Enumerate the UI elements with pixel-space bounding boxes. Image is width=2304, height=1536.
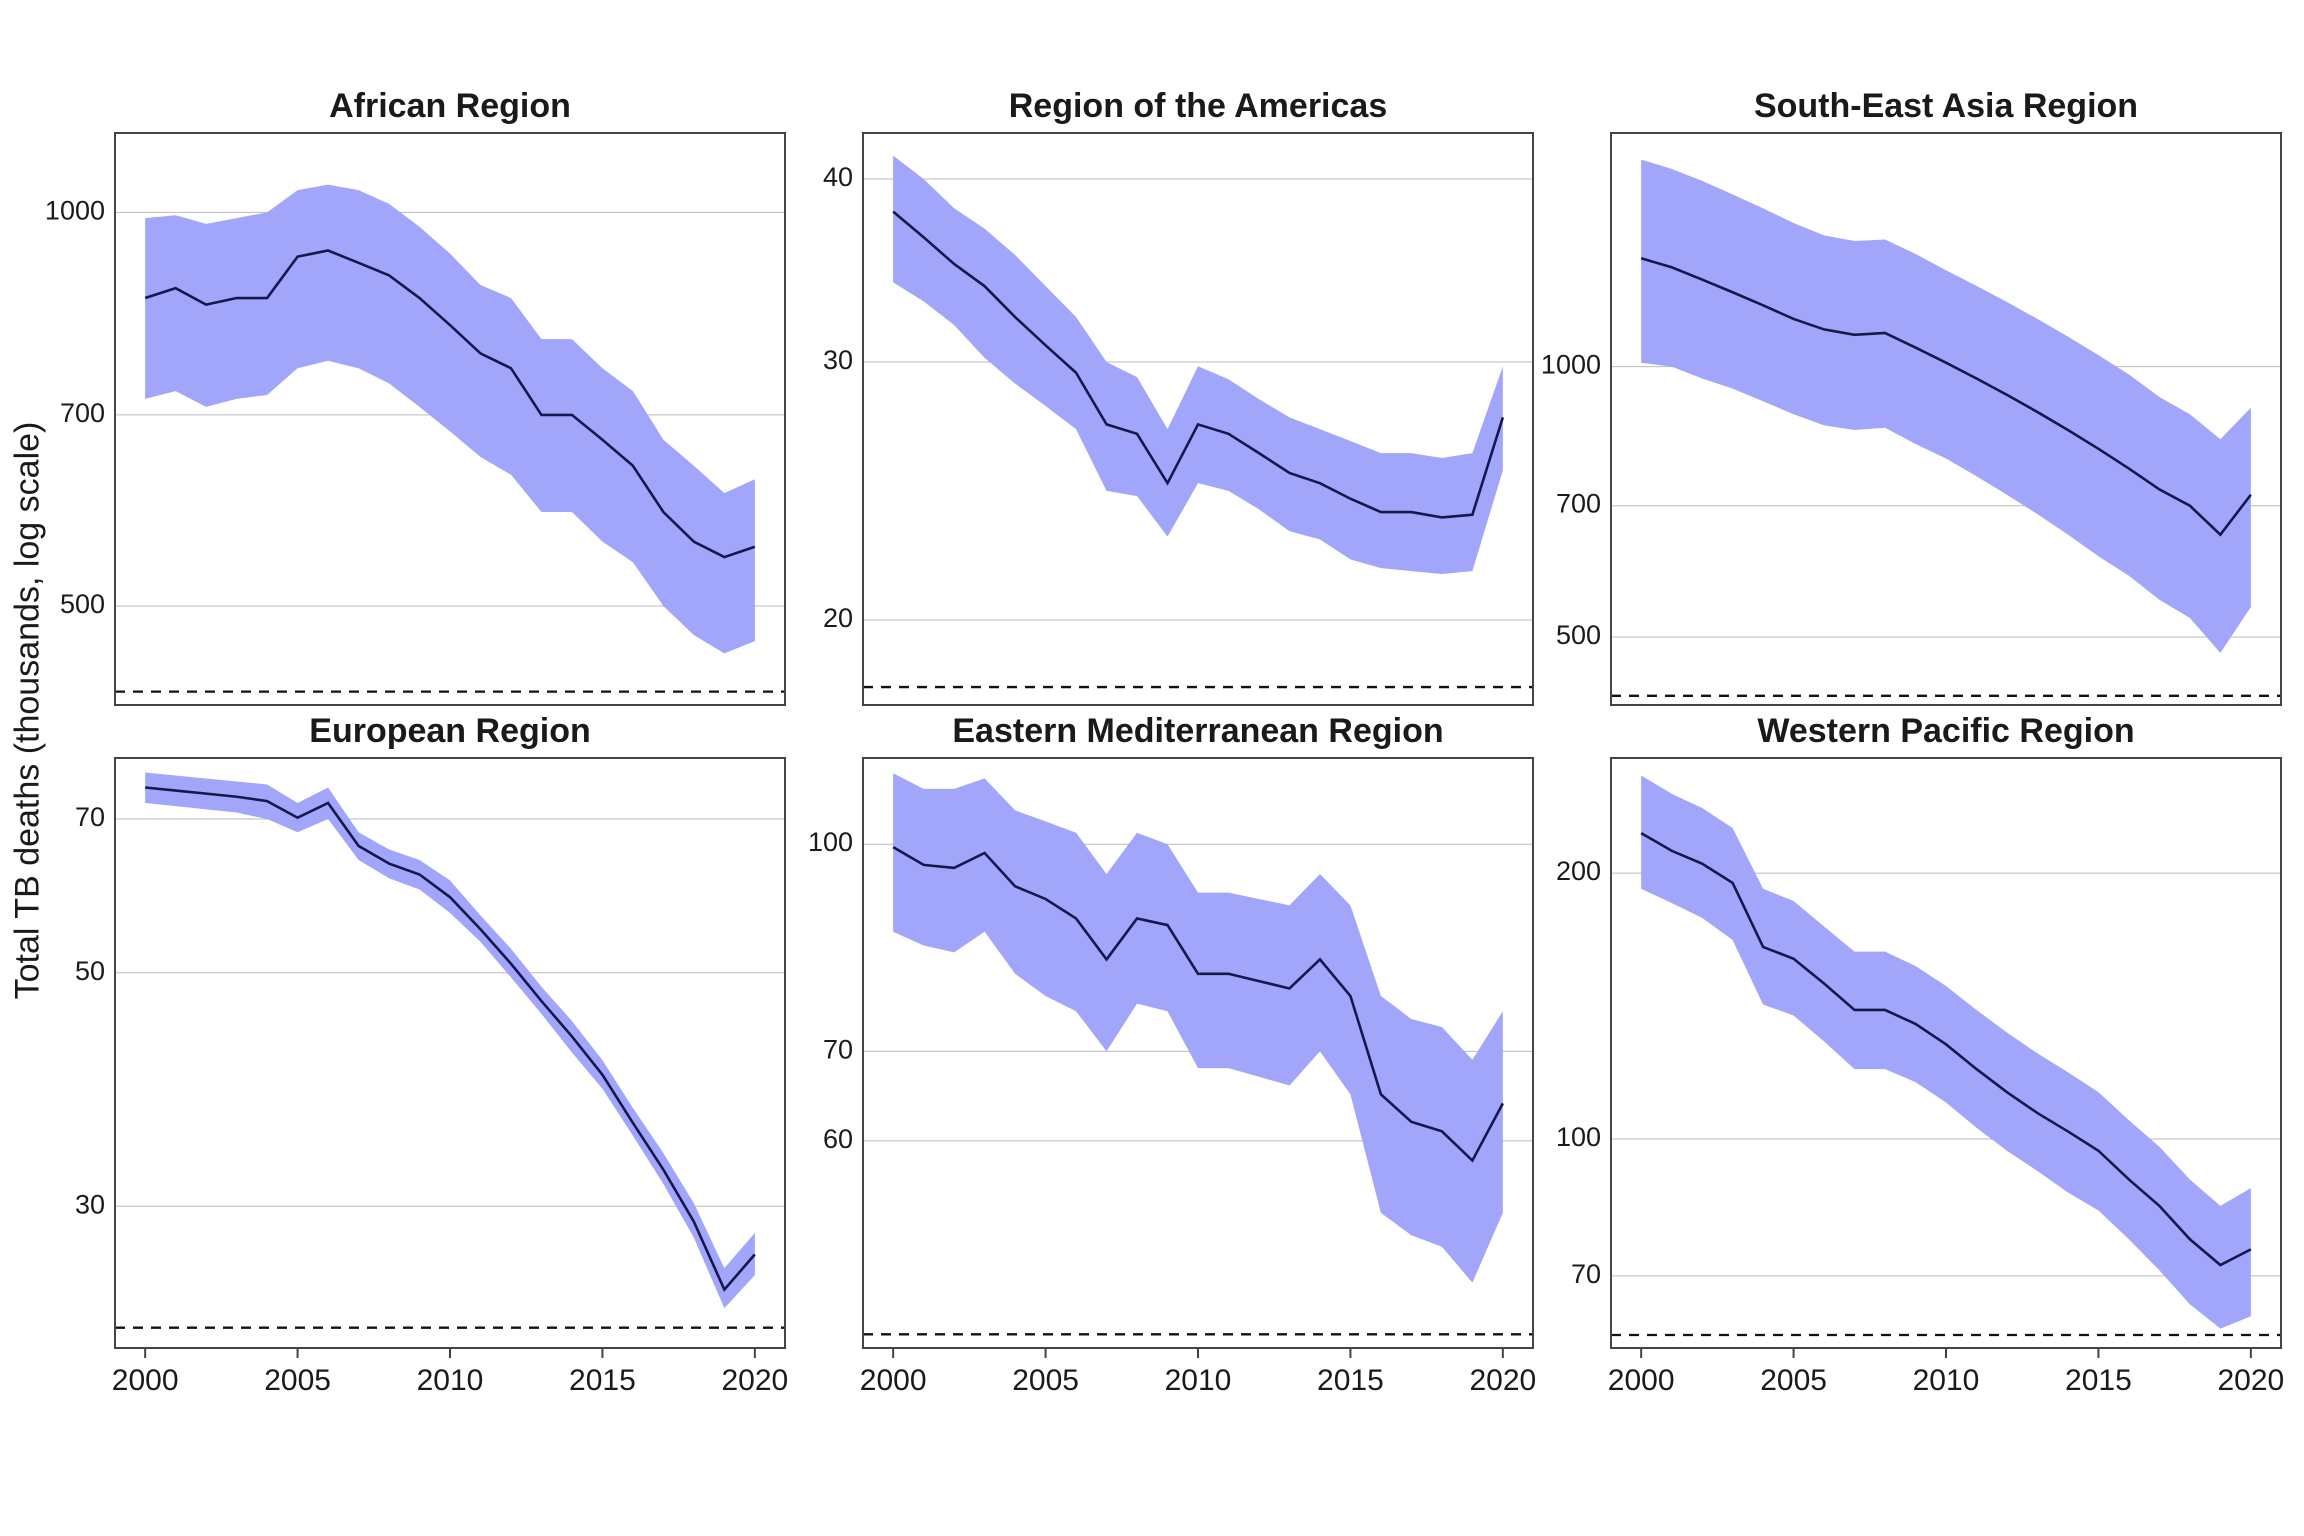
svg-text:30: 30 [75,1189,105,1219]
svg-text:500: 500 [1556,620,1601,650]
svg-text:1000: 1000 [45,195,105,225]
svg-text:700: 700 [60,398,105,428]
svg-text:2015: 2015 [2065,1364,2132,1397]
svg-text:2010: 2010 [1165,1364,1232,1397]
svg-text:60: 60 [823,1124,853,1154]
svg-text:100: 100 [808,827,853,857]
svg-text:2005: 2005 [264,1364,331,1397]
svg-text:40: 40 [823,162,853,192]
svg-text:70: 70 [823,1034,853,1064]
svg-text:70: 70 [1571,1259,1601,1289]
svg-text:2005: 2005 [1012,1364,1079,1397]
svg-text:2015: 2015 [1317,1364,1384,1397]
svg-text:2005: 2005 [1760,1364,1827,1397]
svg-text:2000: 2000 [1608,1364,1675,1397]
svg-text:2020: 2020 [1469,1364,1536,1397]
svg-text:500: 500 [60,589,105,619]
svg-text:2015: 2015 [569,1364,636,1397]
svg-text:2020: 2020 [721,1364,788,1397]
svg-text:700: 700 [1556,489,1601,519]
svg-text:2010: 2010 [1913,1364,1980,1397]
svg-text:20: 20 [823,603,853,633]
svg-text:70: 70 [75,802,105,832]
svg-text:2000: 2000 [112,1364,179,1397]
svg-text:1000: 1000 [1541,350,1601,380]
svg-text:2010: 2010 [417,1364,484,1397]
svg-text:200: 200 [1556,856,1601,886]
svg-text:100: 100 [1556,1122,1601,1152]
svg-text:2000: 2000 [860,1364,927,1397]
svg-text:30: 30 [823,345,853,375]
svg-text:2020: 2020 [2217,1364,2284,1397]
svg-text:50: 50 [75,956,105,986]
